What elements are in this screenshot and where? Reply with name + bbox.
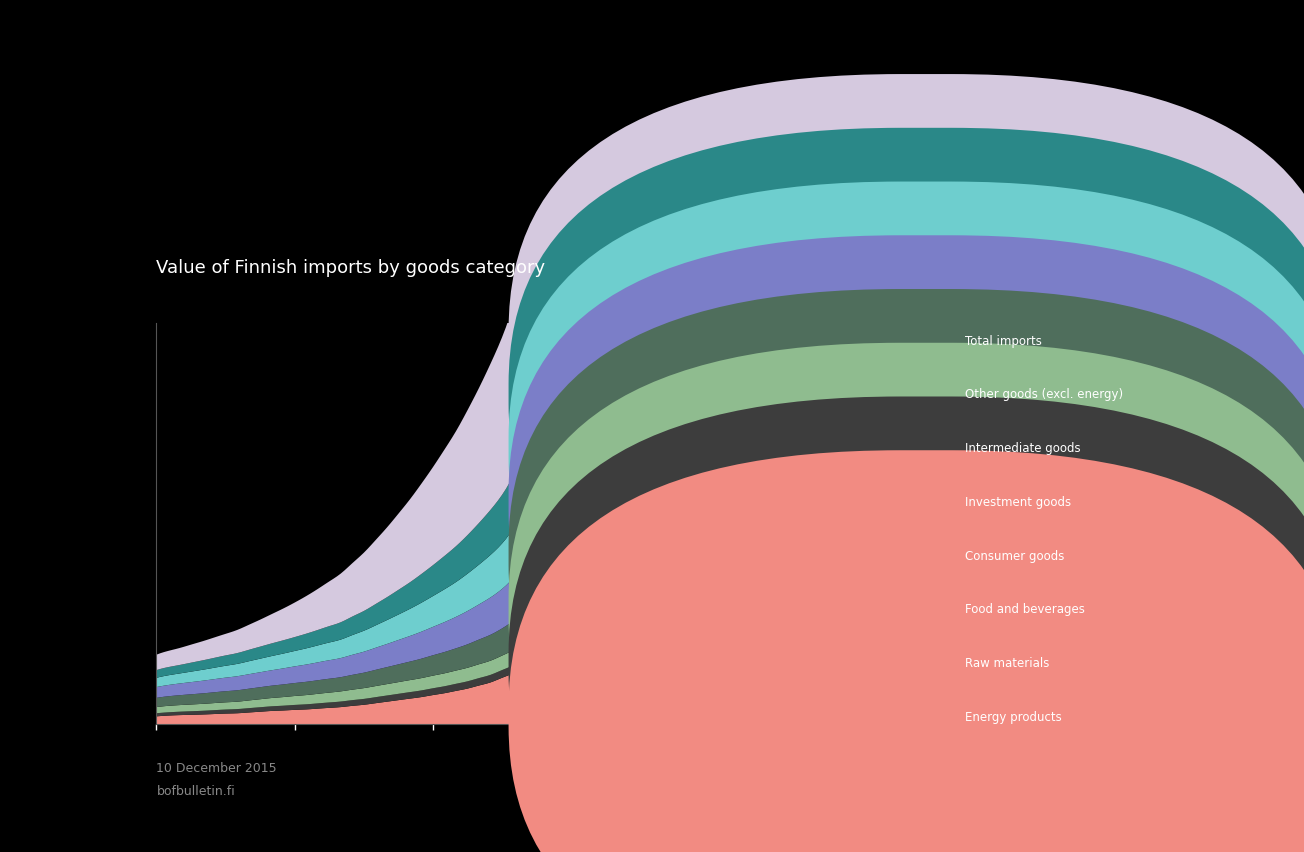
Text: 10 December 2015: 10 December 2015 [156,761,278,774]
Text: Consumer goods: Consumer goods [965,549,1064,562]
Text: Other goods (excl. energy): Other goods (excl. energy) [965,388,1123,401]
Text: Total imports: Total imports [965,334,1042,348]
Text: Energy products: Energy products [965,710,1061,723]
Text: Intermediate goods: Intermediate goods [965,441,1081,455]
Text: bofbulletin.fi: bofbulletin.fi [156,784,235,797]
Text: Raw materials: Raw materials [965,656,1050,670]
Text: Investment goods: Investment goods [965,495,1071,509]
Text: Value of Finnish imports by goods category: Value of Finnish imports by goods catego… [156,259,545,277]
Text: Food and beverages: Food and beverages [965,602,1085,616]
